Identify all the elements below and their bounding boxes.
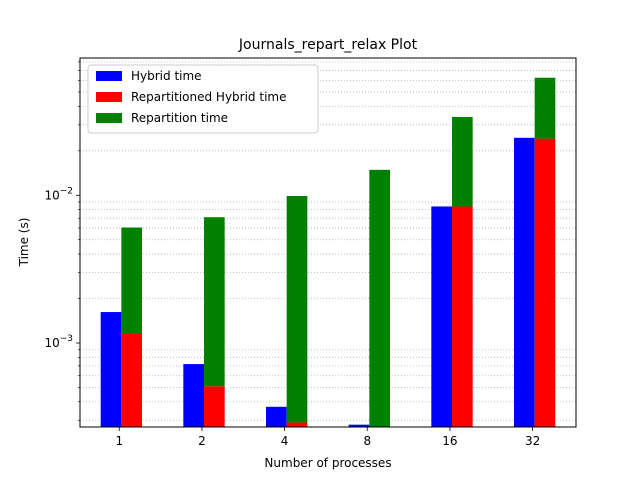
bar-hybrid-time-4 [266,406,287,427]
bar-repartitioned-hybrid-time-1 [121,334,142,427]
x-tick-label: 8 [363,434,371,448]
y-tick-label: 10−3 [44,334,73,350]
legend-label: Hybrid time [131,69,202,83]
bar-repartitioned-hybrid-time-4 [286,422,308,427]
bar-hybrid-time-32 [514,137,535,427]
x-axis-label: Number of processes [264,456,391,470]
legend-label: Repartitioned Hybrid time [131,90,286,104]
bar-hybrid-time-16 [431,206,452,427]
bar-repartition-time-32 [534,77,556,139]
bar-repartition-time-8 [369,169,390,428]
x-tick-label: 16 [442,434,457,448]
legend-swatch [96,71,122,81]
bars [100,77,556,428]
plot-frame [79,57,577,428]
bar-hybrid-time-2 [183,364,204,427]
legend-swatch [96,113,122,123]
bar-repartitioned-hybrid-time-16 [452,206,473,427]
bar-hybrid-time-8 [348,424,370,427]
bar-repartition-time-4 [286,195,308,423]
x-tick-label: 1 [115,434,123,448]
legend: Hybrid time Repartitioned Hybrid time Repa… [87,64,319,134]
bar-repartition-time-2 [204,217,225,387]
bar-repartition-time-16 [452,116,473,207]
y-axis-ticks: 10−3 10−2 [44,61,80,421]
legend-swatch [96,92,122,102]
x-tick-label: 32 [525,434,540,448]
bar-repartitioned-hybrid-time-32 [534,138,556,427]
bar-hybrid-time-1 [100,312,122,427]
legend-label: Repartition time [131,111,228,125]
bar-repartition-time-1 [121,227,142,335]
legend-box [87,64,319,134]
x-tick-label: 2 [198,434,206,448]
x-axis-ticks: 1 2 4 8 16 32 [115,427,540,448]
bar-repartitioned-hybrid-time-2 [204,386,225,427]
y-axis-label: Time (s) [17,218,31,268]
y-tick-label: 10−2 [44,186,73,202]
chart-title: Journals_repart_relax Plot [238,37,418,53]
x-tick-label: 4 [281,434,289,448]
